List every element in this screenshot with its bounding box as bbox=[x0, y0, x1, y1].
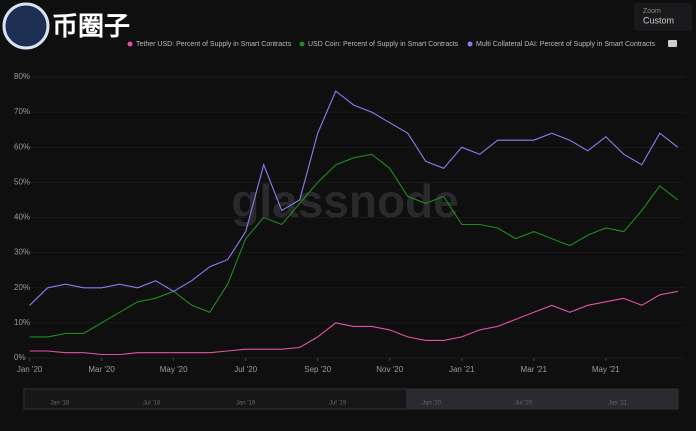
watermark: glassnode bbox=[231, 175, 459, 227]
navigator-label: Jan '18 bbox=[50, 401, 70, 407]
x-tick-label: Jul '20 bbox=[234, 365, 257, 374]
legend-marker bbox=[127, 41, 133, 47]
x-tick-label: Sep '20 bbox=[304, 365, 331, 374]
y-tick-label: 0% bbox=[14, 353, 26, 362]
logo-text: 币圈子 bbox=[52, 11, 130, 41]
y-tick-label: 10% bbox=[14, 318, 30, 327]
legend-label: Tether USD: Percent of Supply in Smart C… bbox=[136, 41, 292, 48]
y-tick-label: 50% bbox=[14, 177, 30, 186]
x-tick-label: May '21 bbox=[592, 365, 620, 374]
series-line bbox=[29, 90, 679, 306]
y-tick-label: 60% bbox=[14, 142, 30, 151]
navigator-label: Jan '21 bbox=[608, 401, 628, 407]
x-tick-label: Mar '20 bbox=[88, 365, 115, 374]
x-tick-label: Nov '20 bbox=[376, 365, 403, 374]
y-tick-label: 70% bbox=[14, 107, 30, 116]
camera-icon[interactable] bbox=[668, 40, 677, 47]
navigator-label: Jul '20 bbox=[515, 401, 533, 407]
x-tick-label: Jan '20 bbox=[17, 365, 43, 374]
x-tick-label: Mar '21 bbox=[521, 365, 548, 374]
legend-label: Multi Collateral DAI: Percent of Supply … bbox=[476, 41, 655, 48]
y-tick-label: 20% bbox=[14, 283, 30, 292]
legend-label: USD Coin: Percent of Supply in Smart Con… bbox=[308, 41, 459, 48]
x-tick-label: Jan '21 bbox=[449, 365, 475, 374]
y-tick-label: 30% bbox=[14, 248, 30, 257]
navigator-label: Jul '19 bbox=[329, 401, 347, 407]
zoom-value[interactable]: Custom bbox=[643, 15, 674, 25]
zoom-box[interactable] bbox=[634, 3, 692, 31]
y-tick-label: 40% bbox=[14, 213, 30, 222]
navigator-window[interactable] bbox=[406, 389, 678, 409]
navigator-label: Jan '19 bbox=[236, 401, 256, 407]
navigator-label: Jul '18 bbox=[143, 401, 161, 407]
x-tick-label: May '20 bbox=[160, 365, 188, 374]
zoom-label: Zoom bbox=[643, 8, 661, 15]
navigator-label: Jan '20 bbox=[422, 401, 442, 407]
logo-icon bbox=[2, 2, 50, 50]
legend-marker bbox=[299, 41, 305, 47]
series-line bbox=[29, 153, 679, 338]
series-line bbox=[29, 290, 678, 356]
legend-marker bbox=[467, 41, 473, 47]
y-tick-label: 80% bbox=[14, 72, 30, 81]
